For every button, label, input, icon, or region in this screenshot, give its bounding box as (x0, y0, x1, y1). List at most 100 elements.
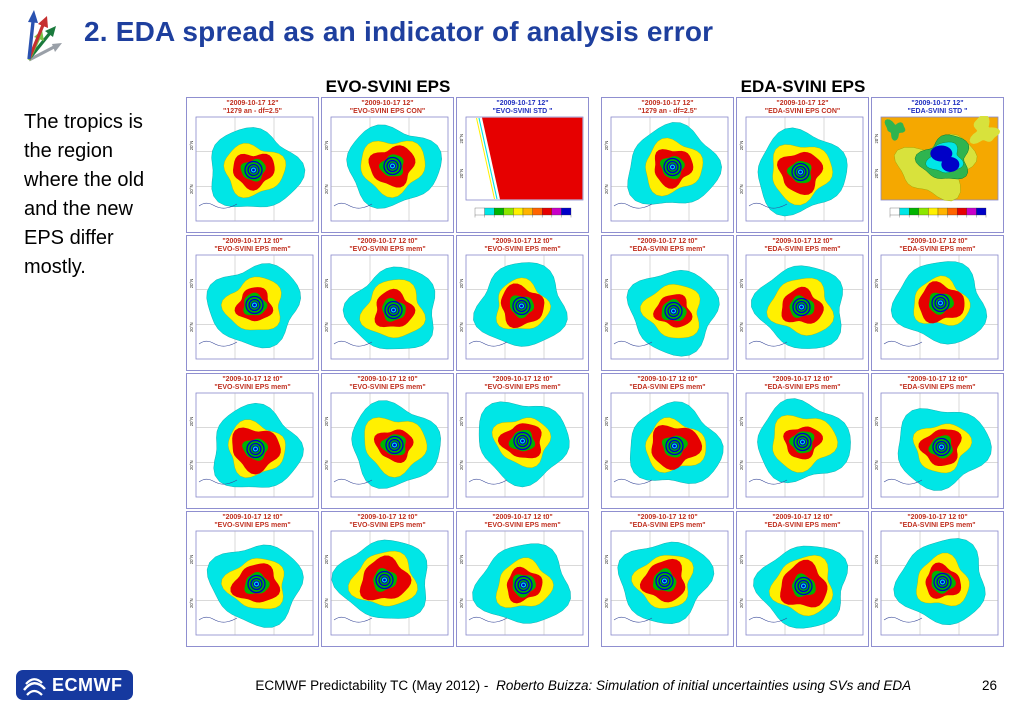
column-header-evo-svini: EVO-SVINI EPS (325, 77, 451, 96)
panel-date: "2009-10-17 12 t0" (772, 376, 833, 383)
svg-text:20°N: 20°N (874, 598, 879, 608)
svg-text:20°N: 20°N (189, 279, 194, 289)
svg-text:20°N: 20°N (874, 134, 879, 144)
contour-map: 20°N 20°N (324, 392, 449, 498)
svg-text:20°N: 20°N (604, 322, 609, 332)
panel-label: "EDA-SVINI EPS mem" (899, 246, 976, 253)
map-panel: "2009-10-17 12" "EVO-SVINI STD " 20°N 20°N (456, 97, 589, 233)
map-panel: "2009-10-17 12" "1279 an - df=2.5" 20°N 20°… (186, 97, 319, 233)
svg-text:20°N: 20°N (324, 141, 329, 151)
map-panel: "2009-10-17 12 t0" "EVO-SVINI EPS mem" 20°… (456, 235, 589, 371)
map-panel: "2009-10-17 12 t0" "EDA-SVINI EPS mem" 20°… (601, 511, 734, 647)
svg-text:20°N: 20°N (874, 417, 879, 427)
panel-date: "2009-10-17 12 t0" (907, 514, 968, 521)
map-panel: "2009-10-17 12 t0" "EDA-SVINI EPS mem" 20°… (871, 373, 1004, 509)
footer-text-italic: Roberto Buizza: Simulation of initial un… (496, 677, 912, 693)
panel-date: "2009-10-17 12" (496, 100, 549, 107)
contour-map: 20°N 20°N (739, 392, 864, 498)
contour-map: 20°N 20°N (324, 530, 449, 636)
panel-label: "EVO-SVINI EPS mem" (349, 522, 426, 529)
panel-label: "EDA-SVINI STD " (907, 108, 968, 115)
svg-text:20°N: 20°N (459, 169, 464, 179)
map-panel: "2009-10-17 12 t0" "EVO-SVINI EPS mem" 20°… (321, 235, 454, 371)
map-panel: "2009-10-17 12 t0" "EDA-SVINI EPS mem" 20°… (871, 511, 1004, 647)
svg-text:20°N: 20°N (604, 460, 609, 470)
map-panel: "2009-10-17 12 t0" "EVO-SVINI EPS mem" 20°… (456, 511, 589, 647)
panel-label: "EVO-SVINI EPS mem" (214, 384, 291, 391)
map-panel: "2009-10-17 12 t0" "EDA-SVINI EPS mem" 20°… (871, 235, 1004, 371)
map-panel: "2009-10-17 12 t0" "EDA-SVINI EPS mem" 20°… (601, 373, 734, 509)
panel-header: "2009-10-17 12 t0" "EDA-SVINI EPS mem" (737, 236, 868, 254)
panel-date: "2009-10-17 12 t0" (492, 514, 553, 521)
contour-map: 20°N 20°N (604, 392, 729, 498)
panel-header: "2009-10-17 12 t0" "EVO-SVINI EPS mem" (457, 236, 588, 254)
svg-text:20°N: 20°N (324, 598, 329, 608)
svg-text:20°N: 20°N (189, 417, 194, 427)
column-header-eda-svini: EDA-SVINI EPS (740, 77, 866, 96)
panel-header: "2009-10-17 12 t0" "EVO-SVINI EPS mem" (457, 512, 588, 530)
svg-text:20°N: 20°N (459, 134, 464, 144)
panel-label: "EVO-SVINI EPS mem" (484, 246, 561, 253)
map-panel: "2009-10-17 12 t0" "EVO-SVINI EPS mem" 20°… (186, 511, 319, 647)
svg-text:20°N: 20°N (459, 598, 464, 608)
contour-map: 20°N 20°N (739, 116, 864, 222)
ecmwf-logo: ECMWF (16, 670, 134, 700)
contour-map: 20°N 20°N (459, 116, 584, 218)
panel-label: "EDA-SVINI EPS mem" (899, 384, 976, 391)
contour-map: 20°N 20°N (874, 530, 999, 636)
eda-svini-panel-grid: "2009-10-17 12" "1279 an - df=2.5" 20°N 20°… (601, 97, 1004, 647)
svg-text:20°N: 20°N (324, 279, 329, 289)
panel-date: "2009-10-17 12" (641, 100, 694, 107)
panel-header: "2009-10-17 12 t0" "EVO-SVINI EPS mem" (322, 374, 453, 392)
panel-date: "2009-10-17 12 t0" (357, 238, 418, 245)
ecmwf-logo-text: ECMWF (52, 674, 123, 695)
contour-map: 20°N 20°N (189, 530, 314, 636)
svg-text:20°N: 20°N (324, 417, 329, 427)
contour-map: 20°N 20°N (324, 116, 449, 222)
map-panel: "2009-10-17 12" "EDA-SVINI EPS CON" 20°N 20… (736, 97, 869, 233)
svg-text:20°N: 20°N (604, 417, 609, 427)
panel-date: "2009-10-17 12" (361, 100, 414, 107)
svg-text:20°N: 20°N (739, 555, 744, 565)
contour-map: 20°N 20°N (739, 530, 864, 636)
footer: ECMWF ECMWF Predictability TC (May 2012)… (0, 662, 1023, 708)
panel-date: "2009-10-17 12 t0" (907, 238, 968, 245)
panel-date: "2009-10-17 12 t0" (637, 238, 698, 245)
svg-text:20°N: 20°N (189, 598, 194, 608)
map-panel: "2009-10-17 12 t0" "EDA-SVINI EPS mem" 20°… (736, 511, 869, 647)
panel-label: "EDA-SVINI EPS mem" (629, 522, 706, 529)
svg-text:20°N: 20°N (874, 279, 879, 289)
map-panel: "2009-10-17 12 t0" "EDA-SVINI EPS mem" 20°… (736, 235, 869, 371)
panel-date: "2009-10-17 12 t0" (222, 238, 283, 245)
contour-map: 20°N 20°N (604, 254, 729, 360)
panel-label: "EVO-SVINI EPS mem" (484, 384, 561, 391)
svg-text:20°N: 20°N (189, 322, 194, 332)
panel-date: "2009-10-17 12 t0" (357, 514, 418, 521)
panel-date: "2009-10-17 12 t0" (772, 238, 833, 245)
contour-map: 20°N 20°N (459, 254, 584, 360)
panel-date: "2009-10-17 12" (911, 100, 964, 107)
svg-text:20°N: 20°N (874, 460, 879, 470)
panel-header: "2009-10-17 12 t0" "EVO-SVINI EPS mem" (187, 512, 318, 530)
svg-text:20°N: 20°N (874, 169, 879, 179)
panel-header: "2009-10-17 12 t0" "EVO-SVINI EPS mem" (187, 374, 318, 392)
panel-label: "EVO-SVINI STD " (492, 108, 553, 115)
contour-map: 20°N 20°N (189, 116, 314, 222)
svg-text:20°N: 20°N (604, 184, 609, 194)
contour-map: 20°N 20°N (189, 254, 314, 360)
svg-text:20°N: 20°N (604, 279, 609, 289)
panel-label: "EDA-SVINI EPS mem" (764, 522, 841, 529)
svg-text:20°N: 20°N (324, 184, 329, 194)
map-panel: "2009-10-17 12 t0" "EDA-SVINI EPS mem" 20°… (601, 235, 734, 371)
panel-date: "2009-10-17 12" (776, 100, 829, 107)
map-panel: "2009-10-17 12 t0" "EDA-SVINI EPS mem" 20°… (736, 373, 869, 509)
panel-header: "2009-10-17 12" "EDA-SVINI EPS CON" (737, 98, 868, 116)
panel-label: "EVO-SVINI EPS mem" (484, 522, 561, 529)
panel-date: "2009-10-17 12 t0" (222, 514, 283, 521)
panel-label: "EDA-SVINI EPS mem" (764, 384, 841, 391)
panel-header: "2009-10-17 12 t0" "EVO-SVINI EPS mem" (322, 512, 453, 530)
page-number: 26 (981, 677, 997, 693)
footer-text-plain: ECMWF Predictability TC (May 2012) - (255, 677, 489, 693)
panel-header: "2009-10-17 12" "1279 an - df=2.5" (602, 98, 733, 116)
